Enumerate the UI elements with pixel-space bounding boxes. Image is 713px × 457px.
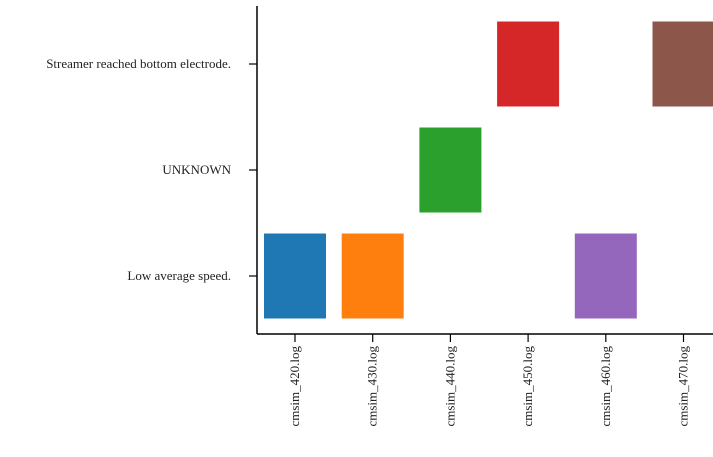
bar-cmsim-460-log xyxy=(574,233,637,319)
x-tick-label: cmsim_420.log xyxy=(287,346,302,427)
bar-cmsim-470-log xyxy=(652,21,713,107)
bars xyxy=(264,21,713,319)
y-ticks: Low average speed. UNKNOWN Streamer reache… xyxy=(46,56,257,283)
x-ticks: cmsim_420.log cmsim_430.log cmsim_440.log c… xyxy=(287,334,691,427)
x-tick-label: cmsim_450.log xyxy=(520,346,535,427)
bar-cmsim-430-log xyxy=(341,233,404,319)
bar-cmsim-420-log xyxy=(264,233,326,319)
x-tick-label: cmsim_460.log xyxy=(598,346,613,427)
y-tick-label: UNKNOWN xyxy=(162,162,231,177)
y-tick-label: Streamer reached bottom electrode. xyxy=(46,56,231,71)
bar-cmsim-440-log xyxy=(419,127,482,213)
x-tick-label: cmsim_430.log xyxy=(365,346,380,427)
bar-cmsim-450-log xyxy=(497,21,560,107)
y-tick-label: Low average speed. xyxy=(127,268,231,283)
x-tick-label: cmsim_470.log xyxy=(676,346,691,427)
x-tick-label: cmsim_440.log xyxy=(442,346,457,427)
